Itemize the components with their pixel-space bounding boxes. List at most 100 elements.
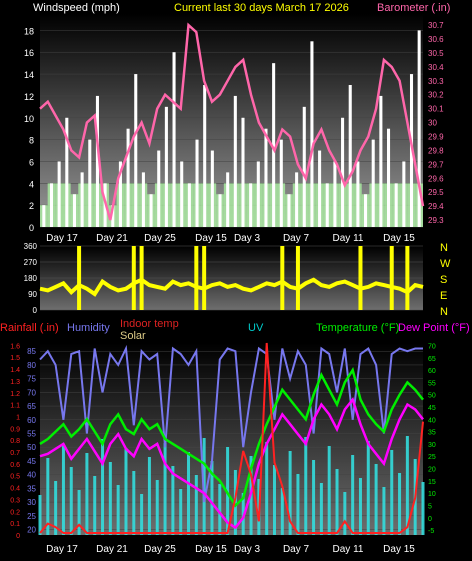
barometer-line [39,22,425,221]
wind-direction-spike [202,246,207,310]
uv-bar [108,462,112,535]
y-right-tick-label: 29.4 [428,202,444,211]
rain-tick-label: 1.6 [10,343,20,350]
chart1-right-axis: 29.3 29.4 29.5 29.6 29.7 29.8 29.9 30 30.1 30.2 30… [428,21,444,225]
uv-bar [210,461,214,535]
temperature-series [39,367,424,508]
chart1-x-axis: Day 17 Day 21 Day 25 Day 15 Day 3 Day 7 Day 11… [46,233,415,244]
humidity-tick-label: 30 [27,498,36,507]
x-tick-label: Day 3 [234,544,261,555]
y-tick-label: 270 [24,258,38,267]
wind-direction-spike [295,246,300,310]
wind-direction-spike [389,246,394,310]
y-right-tick-label: 30.2 [428,91,444,100]
x-tick-label: Day 25 [144,544,176,555]
rain-tick-label: 0.4 [10,486,20,493]
y-right-tick-label: 29.7 [428,160,444,169]
windspeed-bar [256,161,260,227]
label-temperature: Temperature (°F) [316,322,399,334]
wind-direction-spike [405,246,410,310]
x-tick-label: Day 25 [144,233,176,244]
y-tick-label: 90 [28,290,37,299]
rain-tick-label: 0.3 [10,497,20,504]
uv-bar [61,444,65,535]
y-left-tick-label: 18 [24,26,34,36]
y-tick-label: 360 [24,242,38,251]
rain-tick-label: 0.9 [10,426,20,433]
humidity-tick-label: 80 [27,361,36,370]
windspeed-bar [386,128,391,227]
uv-bar [327,446,331,535]
windspeed-bar [80,172,84,227]
x-tick-label: Day 7 [283,233,310,244]
humidity-series [39,344,423,503]
windspeed-bar [118,161,122,227]
temperature-tick-label: 25 [428,454,436,461]
y-left-tick-label: 4 [29,179,34,189]
humidity-tick-label: 50 [27,443,36,452]
uv-bar [69,467,73,535]
uv-bar [288,451,292,535]
uv-bar [194,475,198,535]
temperature-tick-label: 65 [428,356,436,363]
x-tick-label: Day 7 [283,544,310,555]
uv-bar [163,443,167,535]
rain-tick-label: 1 [16,414,20,421]
temperature-tick-label: 45 [428,405,436,412]
temperature-tick-label: 0 [428,516,432,523]
temperature-tick-label: 70 [428,343,436,350]
label-uv: UV [248,322,264,334]
compass-label: W [440,258,451,270]
y-right-tick-label: 29.6 [428,174,444,183]
x-tick-label: Day 17 [46,544,78,555]
uv-bar [421,482,425,535]
windspeed-bar [348,85,352,227]
rain-tick-label: 0.2 [10,509,20,516]
windspeed-bar [72,194,77,227]
uv-bar [179,489,183,535]
windspeed-bar [141,172,145,227]
windspeed-bar [402,161,406,227]
uv-bar [304,437,308,535]
windspeed-bar [149,194,153,227]
windspeed-bar [371,139,375,227]
uv-bar [335,469,339,535]
windspeed-bar [279,139,283,227]
humidity-tick-label: 45 [27,457,36,466]
windspeed-bar [341,117,345,227]
y-tick-label: 0 [33,306,38,315]
chart2-left-axis: 0 90 180 270 360 [24,242,38,315]
rain-tick-label: 1.1 [10,403,20,410]
uv-bar [132,471,136,535]
x-tick-label: Day 3 [234,233,261,244]
rain-tick-label: 0.1 [10,521,20,528]
uv-bar [38,495,42,535]
chart1-right-label: Barometer (.in) [377,2,450,14]
rain-tick-label: 0.5 [10,474,20,481]
windspeed-bar [57,161,61,227]
temp-humidity-rain-chart: Rainfall (.in) Humidity Indoor temp Sola… [0,318,470,555]
temperature-tick-label: 40 [428,417,436,424]
windspeed-bar [233,95,237,227]
uv-bar [147,457,151,535]
label-solar: Solar [120,330,146,342]
temperature-tick-label: 30 [428,442,436,449]
windspeed-bar [325,183,329,227]
windspeed-bar [157,150,161,227]
windspeed-bar [364,194,368,227]
dewpoint-series [39,396,424,530]
y-left-tick-label: 2 [29,201,34,211]
chart1-left-label: Windspeed (mph) [33,2,120,14]
y-right-tick-label: 30.3 [428,77,444,86]
windspeed-bar [42,205,46,227]
wind-direction-spike [77,246,82,310]
humidity-tick-label: 55 [27,430,36,439]
y-left-tick-label: 16 [24,48,34,58]
windspeed-bar [226,172,230,227]
label-dewpoint: Dew Point (°F) [398,322,470,334]
temperature-tick-label: 5 [428,503,432,510]
windspeed-bar [210,150,214,227]
uv-bar [124,448,128,535]
y-right-tick-label: 29.9 [428,133,444,142]
